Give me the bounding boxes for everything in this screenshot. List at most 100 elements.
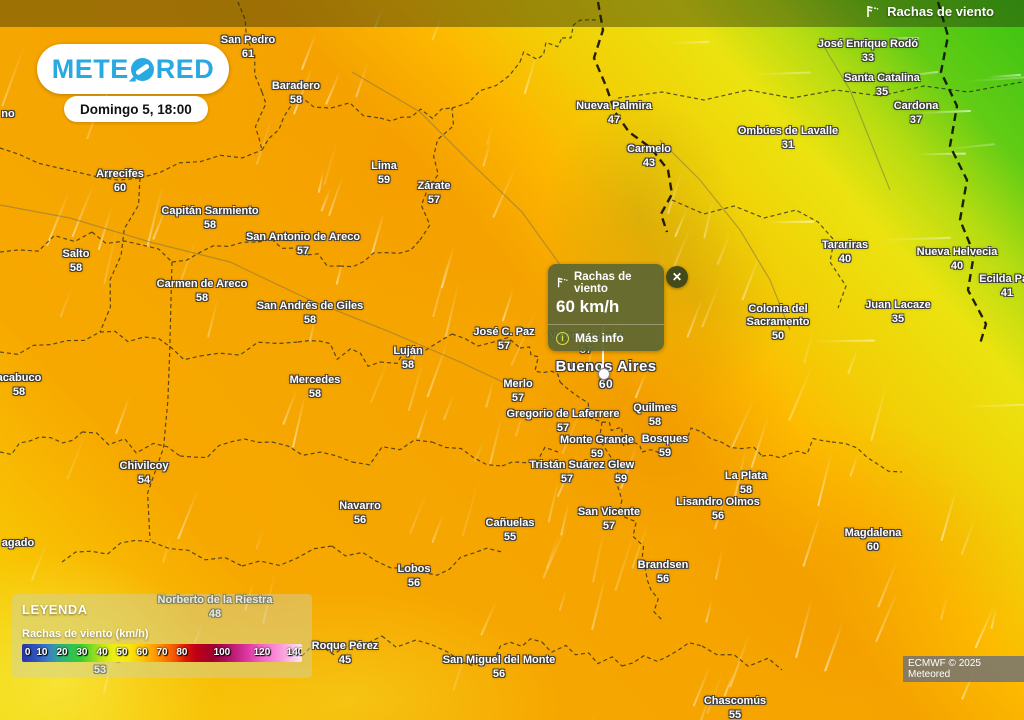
city-label: San Pedro 61 (220, 34, 276, 61)
border-line (501, 446, 559, 467)
border-line (831, 441, 903, 473)
wind-streak (960, 513, 978, 556)
border-line (146, 261, 173, 541)
border-line (379, 107, 453, 122)
wind-streak (152, 204, 168, 241)
wind-streak (940, 487, 958, 542)
brand-logo[interactable]: METE RED (37, 44, 229, 94)
wind-streak (886, 36, 920, 40)
border-line (381, 635, 463, 663)
wind-streak (788, 364, 814, 421)
attribution: ECMWF © 2025 Meteored (903, 656, 1024, 682)
city-label: Lima 59 (371, 160, 397, 187)
wind-streak (706, 671, 724, 714)
layer-indicator[interactable]: Rachas de viento (865, 4, 994, 19)
wind-streak (486, 123, 494, 145)
border-line (541, 641, 623, 667)
wind-streak (634, 370, 648, 399)
wind-streak (986, 73, 1022, 79)
border-line (621, 642, 703, 667)
legend-tick: 30 (76, 647, 88, 658)
border-line (601, 421, 643, 453)
wind-streak (501, 288, 515, 322)
wind-streak (614, 531, 636, 591)
legend-tick: 50 (116, 647, 128, 658)
wind-streak (666, 169, 684, 215)
border-line (301, 635, 383, 657)
city-label: Ombúes de Lavalle 31 (737, 125, 839, 152)
legend-title: LEYENDA (22, 602, 88, 617)
wind-streak (207, 297, 219, 338)
wind-streak (542, 520, 570, 579)
city-label: Bosques 59 (641, 433, 689, 460)
wind-streak (812, 339, 876, 343)
legend-tick: 40 (96, 647, 108, 658)
border-line (431, 441, 503, 467)
city-label: Navarro 56 (339, 500, 381, 527)
wind-streak (915, 152, 967, 156)
border-line (519, 346, 561, 383)
wind-streak (115, 394, 131, 435)
top-bar: Rachas de viento (0, 0, 1024, 27)
more-info-link[interactable]: i Más info (548, 324, 664, 351)
city-label: Nueva Helvecia 40 (916, 246, 998, 273)
city-label: agado (1, 537, 35, 549)
wind-streak (482, 140, 492, 167)
wind-streak (409, 336, 423, 368)
city-label: San Antonio de Areco 57 (245, 231, 361, 258)
wind-streak (46, 190, 70, 247)
wind-streak (941, 143, 995, 151)
border-line (0, 431, 83, 456)
brand-o-icon (130, 57, 154, 81)
wind-streak (591, 525, 607, 583)
border-line (671, 199, 847, 309)
more-info-label: Más info (575, 331, 624, 345)
wind-streak (591, 573, 607, 631)
border-line (151, 541, 243, 567)
wind-streak (291, 394, 307, 448)
map-tooltip: Rachas de viento 60 km/h i Más info (548, 264, 664, 351)
wind-streak (473, 437, 487, 463)
wind-streak (409, 489, 429, 534)
city-label: Chascomús 55 (703, 695, 767, 720)
wind-streak (847, 347, 859, 375)
city-label: Carmen de Areco 58 (156, 278, 248, 305)
wind-streak (431, 512, 445, 544)
border-line (617, 499, 645, 561)
wind-streak (282, 388, 298, 426)
tooltip-close-button[interactable]: ✕ (666, 266, 688, 288)
wind-streak (817, 450, 833, 507)
wind-streak (370, 211, 386, 255)
border-line (351, 439, 433, 466)
wind-streak (561, 398, 587, 455)
legend-tick: 100 (213, 647, 231, 658)
city-label: Chivilcoy 54 (119, 460, 169, 487)
city-label: Tristán Suárez 57 (529, 459, 605, 486)
wind-streak (407, 359, 425, 412)
border-line (451, 61, 521, 109)
city-label: Magdalena 60 (844, 527, 902, 554)
border-line (261, 95, 301, 151)
wind-streak (177, 489, 199, 540)
border-line (257, 238, 341, 267)
city-label: Capitán Sarmiento 58 (161, 205, 259, 232)
city-label: Merlo 57 (503, 378, 533, 405)
wind-streak (974, 604, 996, 649)
wind-streak (914, 110, 972, 114)
wind-streak (732, 447, 748, 503)
wind-streak (765, 220, 815, 224)
wind-streak (577, 711, 597, 720)
wind-streak (731, 397, 755, 449)
wind-streak (461, 477, 481, 537)
wind-streak (556, 449, 580, 498)
border-line (199, 341, 299, 357)
wind-streak (370, 357, 390, 403)
city-label: Cañuelas 55 (485, 517, 535, 544)
wind-streak (335, 257, 345, 285)
city-label: Tarariras 40 (821, 239, 869, 266)
tooltip-value: 60 km/h (556, 297, 620, 316)
legend-panel: LEYENDA Rachas de viento (km/h) 0 10 20 30 4… (12, 594, 312, 678)
border-line (592, 1, 674, 233)
border-line (461, 638, 543, 667)
city-label: Salto 58 (62, 248, 90, 275)
